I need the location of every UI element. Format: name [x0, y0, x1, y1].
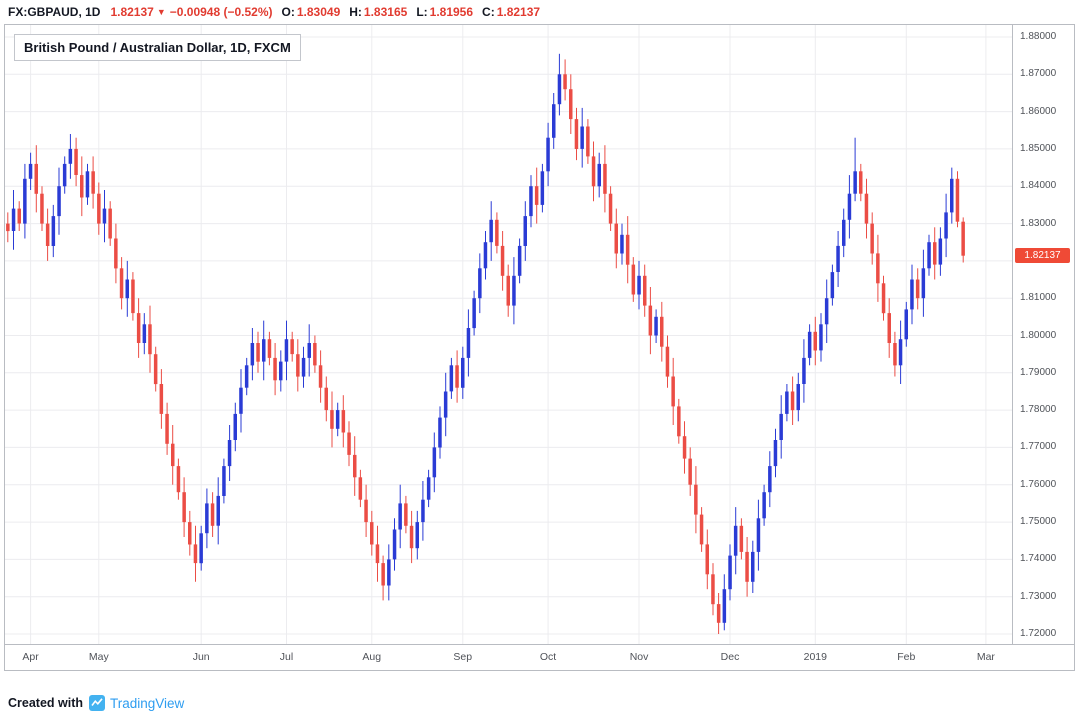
last-price: 1.82137: [110, 5, 154, 19]
price-axis-label: 1.74000: [1020, 553, 1057, 565]
time-axis-label: Nov: [629, 651, 649, 663]
attribution: Created with TradingView: [8, 695, 184, 711]
price-axis-label: 1.79000: [1020, 366, 1057, 378]
open-label: O:: [281, 5, 295, 19]
price-axis-label: 1.72000: [1020, 628, 1057, 639]
time-axis-label: Dec: [720, 651, 740, 663]
price-axis-label: 1.73000: [1020, 590, 1057, 602]
time-axis-label: May: [88, 651, 109, 663]
close-label: C:: [482, 5, 495, 19]
time-axis-label: Sep: [453, 651, 473, 663]
time-axis-label: Aug: [362, 651, 382, 663]
time-axis-label: Jul: [279, 651, 294, 663]
low-label: L:: [416, 5, 428, 19]
tradingview-brand: TradingView: [110, 695, 185, 711]
open-value: 1.83049: [296, 5, 341, 19]
time-axis-label: Mar: [976, 651, 995, 663]
low-value: 1.81956: [429, 5, 474, 19]
time-axis-label: Apr: [22, 651, 39, 663]
tradingview-link[interactable]: TradingView: [89, 695, 184, 711]
candles-canvas: [5, 25, 1012, 644]
price-chart: British Pound / Australian Dollar, 1D, F…: [4, 24, 1075, 671]
down-arrow-icon: ▼: [156, 7, 166, 17]
price-axis-label: 1.75000: [1020, 516, 1057, 528]
price-axis-label: 1.80000: [1020, 329, 1057, 341]
high-value: 1.83165: [363, 5, 408, 19]
price-axis[interactable]: 1.88000 1.87000 1.86000 1.85000 1.84000 1.830…: [1012, 25, 1074, 644]
price-axis-label: 1.77000: [1020, 441, 1057, 453]
close-value: 1.82137: [496, 5, 541, 19]
created-with-label: Created with: [8, 696, 84, 710]
price-change: −0.00948 (−0.52%): [169, 5, 273, 19]
symbol-name: FX:GBPAUD, 1D: [8, 5, 101, 19]
price-axis-label: 1.85000: [1020, 142, 1057, 154]
price-axis-label: 1.76000: [1020, 478, 1057, 490]
symbol-info-bar: FX:GBPAUD, 1D 1.82137 ▼ −0.00948 (−0.52%) O:…: [8, 5, 540, 19]
time-axis-label: Feb: [897, 651, 916, 663]
price-axis-label: 1.81000: [1020, 292, 1057, 304]
candlestick-plot[interactable]: [5, 25, 1012, 644]
time-axis-label: 2019: [803, 651, 827, 663]
price-axis-label: 1.86000: [1020, 105, 1057, 117]
time-axis-label: Oct: [539, 651, 557, 663]
time-axis-label: Jun: [192, 651, 210, 663]
price-axis-label: 1.84000: [1020, 180, 1057, 192]
price-axis-label: 1.87000: [1020, 68, 1057, 80]
chart-title: British Pound / Australian Dollar, 1D, F…: [14, 34, 301, 61]
price-axis-label: 1.78000: [1020, 404, 1057, 416]
high-label: H:: [349, 5, 362, 19]
price-axis-label: 1.88000: [1020, 31, 1057, 42]
current-price-tag: 1.82137: [1015, 248, 1070, 264]
price-axis-label: 1.83000: [1020, 217, 1057, 229]
tradingview-logo-icon: [89, 695, 106, 711]
time-axis[interactable]: Apr May Jun Jul Aug Sep Oct Nov Dec 2019 Feb Mar: [5, 644, 1074, 670]
